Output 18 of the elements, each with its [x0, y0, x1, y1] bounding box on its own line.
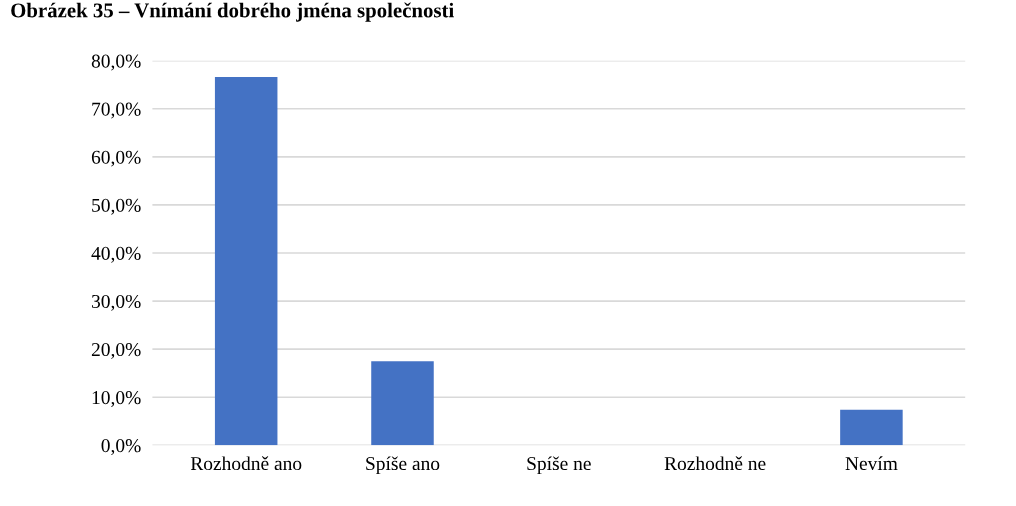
x-tick-label: Rozhodně ne — [664, 456, 766, 471]
y-tick-label: 50,0% — [92, 198, 141, 215]
chart-title: Obrázek 35 – Vnímání dobrého jména společnosti — [11, 2, 454, 22]
y-tick-label: 20,0% — [91, 342, 141, 359]
y-tick-label: 30,0% — [91, 294, 141, 311]
y-tick-label: 60,0% — [91, 150, 141, 167]
y-tick-label: 80,0% — [91, 54, 141, 71]
x-tick-label: Rozhodně ano — [190, 456, 302, 471]
x-tick-label: Spíše ano — [366, 456, 440, 475]
x-tick-label: Spíše ne — [527, 456, 591, 475]
bar — [371, 361, 434, 446]
y-tick-label: 10,0% — [92, 391, 141, 407]
bar — [840, 409, 903, 446]
bar — [214, 77, 278, 446]
y-tick-label: 40,0% — [91, 246, 141, 263]
x-tick-label: Nevím — [845, 456, 898, 471]
y-tick-label: 70,0% — [92, 102, 141, 119]
y-tick-label: 0,0% — [101, 439, 141, 456]
